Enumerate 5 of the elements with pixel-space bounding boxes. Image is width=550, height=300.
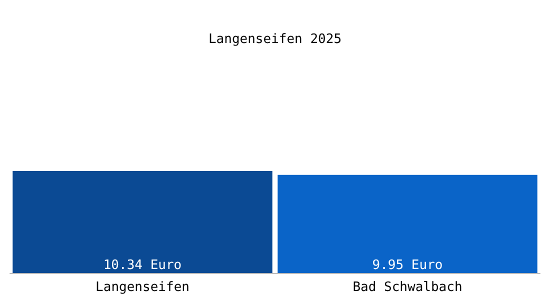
data-label: 9.95 Euro <box>372 258 443 273</box>
x-tick-label: Langenseifen <box>96 280 190 295</box>
data-label: 10.34 Euro <box>103 258 182 273</box>
x-tick-label: Bad Schwalbach <box>352 280 462 295</box>
chart-title: Langenseifen 2025 <box>208 32 342 47</box>
